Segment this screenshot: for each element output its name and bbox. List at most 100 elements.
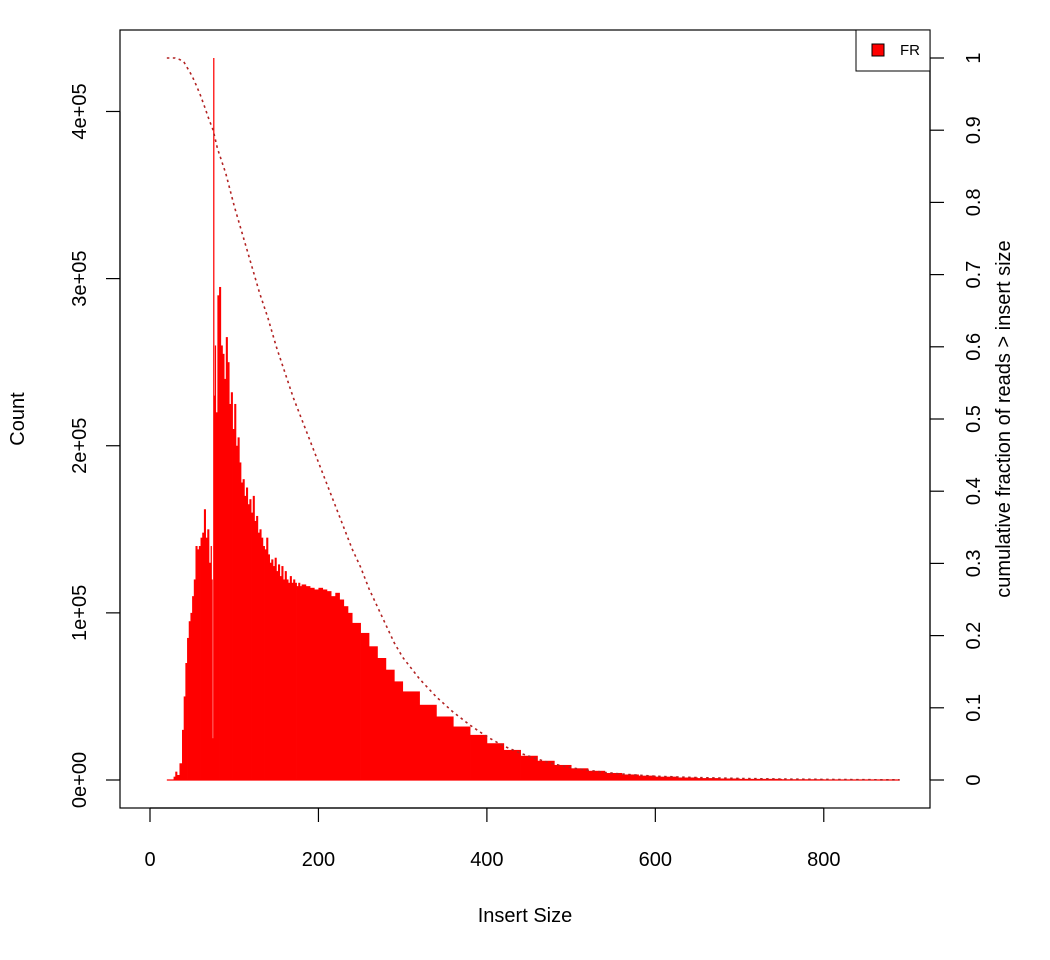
y-tick-label: 4e+05 [69, 83, 91, 139]
y-axis-label: Count [7, 392, 29, 446]
legend: FR [855, 29, 931, 72]
histogram-bar [360, 632, 370, 780]
histogram-bar [314, 589, 319, 780]
histogram-bar [200, 537, 203, 780]
y-tick-label: 0e+00 [69, 752, 91, 808]
histogram-bar [326, 591, 332, 780]
x-axis: 0 200 400 600 800 [144, 807, 840, 871]
histogram-bar [232, 429, 235, 780]
histogram-bar [697, 778, 719, 780]
histogram-bar [205, 537, 208, 780]
histogram-bar [638, 775, 656, 780]
histogram-bar [214, 395, 216, 780]
histogram-bar [203, 509, 206, 780]
histogram-bar [554, 764, 572, 780]
histogram-bar [192, 596, 195, 780]
histogram-bar [215, 412, 218, 780]
y2-tick-label: 0.7 [963, 261, 985, 289]
histogram-bar [173, 776, 176, 780]
x-tick-label: 600 [639, 849, 672, 871]
histogram-bar [279, 576, 282, 780]
histogram-bar [249, 499, 252, 780]
histogram-bar [294, 582, 297, 780]
histogram-bar [187, 637, 190, 780]
histogram-bar [229, 403, 232, 780]
histogram-bar [318, 587, 324, 780]
histogram-bar [267, 554, 270, 781]
y2-tick-label: 0.5 [963, 405, 985, 433]
histogram-bar [271, 559, 274, 780]
cumulative-line [166, 57, 900, 781]
histogram-bar [257, 532, 260, 780]
histogram-bar [197, 549, 200, 780]
histogram-bar [262, 546, 265, 780]
histogram-bar [339, 599, 345, 780]
histogram-bar [335, 592, 340, 780]
histogram-bar [183, 696, 186, 780]
histogram-bar [503, 749, 521, 780]
histogram-bar [718, 778, 740, 780]
histogram-bar [261, 537, 264, 780]
histogram-bar [269, 562, 272, 780]
x-tick-label: 200 [302, 849, 335, 871]
histogram-bar [185, 663, 188, 780]
histogram-bar [621, 774, 639, 780]
y-tick-label: 2e+05 [69, 418, 91, 474]
histogram-bar [274, 557, 277, 780]
histogram-bar [385, 669, 395, 780]
histogram-bar [195, 546, 198, 780]
x-tick-label: 800 [807, 849, 840, 871]
histogram-bar [486, 743, 505, 780]
histogram-bar [286, 579, 289, 780]
histogram-bar [251, 512, 254, 780]
histogram-bar [211, 579, 213, 780]
histogram-bar [217, 295, 220, 780]
histogram-bar [266, 537, 269, 780]
y2-tick-label: 0.8 [963, 188, 985, 216]
histogram-bar [571, 768, 589, 780]
histogram-bar [219, 286, 222, 780]
y2-tick-label: 0.6 [963, 333, 985, 361]
legend-box [855, 29, 931, 72]
histogram-bar [520, 755, 538, 780]
histogram-bar [234, 403, 237, 780]
y2-axis-label: cumulative fraction of reads > insert si… [993, 240, 1015, 597]
histogram-bar [254, 520, 257, 780]
histogram-bar [244, 495, 247, 780]
histogram-bar [284, 571, 287, 780]
y2-tick-label: 0.3 [963, 549, 985, 577]
histogram-bar [296, 586, 299, 780]
histogram-bar [222, 353, 225, 780]
y2-tick-label: 0 [963, 774, 985, 785]
histogram-bar [239, 462, 242, 780]
histogram-bar [655, 776, 677, 780]
histogram-bar [278, 564, 281, 780]
histogram-bar [198, 546, 201, 780]
histogram-bar [259, 529, 262, 780]
y-tick-label: 1e+05 [69, 585, 91, 641]
histogram-bar [212, 738, 214, 780]
histogram-bar [175, 771, 178, 780]
y-tick-label: 3e+05 [69, 251, 91, 307]
histogram-bar [210, 546, 212, 780]
histogram-bar [264, 549, 267, 780]
histogram-bar [377, 658, 387, 780]
x-axis-label: Insert Size [478, 905, 572, 927]
histogram-bars [166, 58, 900, 781]
histogram-bar [242, 479, 245, 780]
histogram-bar [227, 362, 230, 780]
y2-tick-label: 1 [963, 52, 985, 63]
histogram-bar [368, 646, 378, 780]
histogram-bar [193, 579, 196, 780]
histogram-bar [453, 726, 471, 780]
histogram-bar [288, 582, 291, 780]
y-axis-right: 0 0.1 0.2 0.3 0.4 0.5 0.6 0.7 0.8 0.9 1 [929, 52, 985, 786]
histogram-bar [283, 579, 286, 780]
histogram-bar [176, 774, 180, 780]
y2-tick-label: 0.9 [963, 116, 985, 144]
histogram-bar [252, 495, 255, 780]
histogram-bar [225, 337, 228, 780]
y2-tick-label: 0.2 [963, 622, 985, 650]
y2-tick-label: 0.4 [963, 477, 985, 505]
